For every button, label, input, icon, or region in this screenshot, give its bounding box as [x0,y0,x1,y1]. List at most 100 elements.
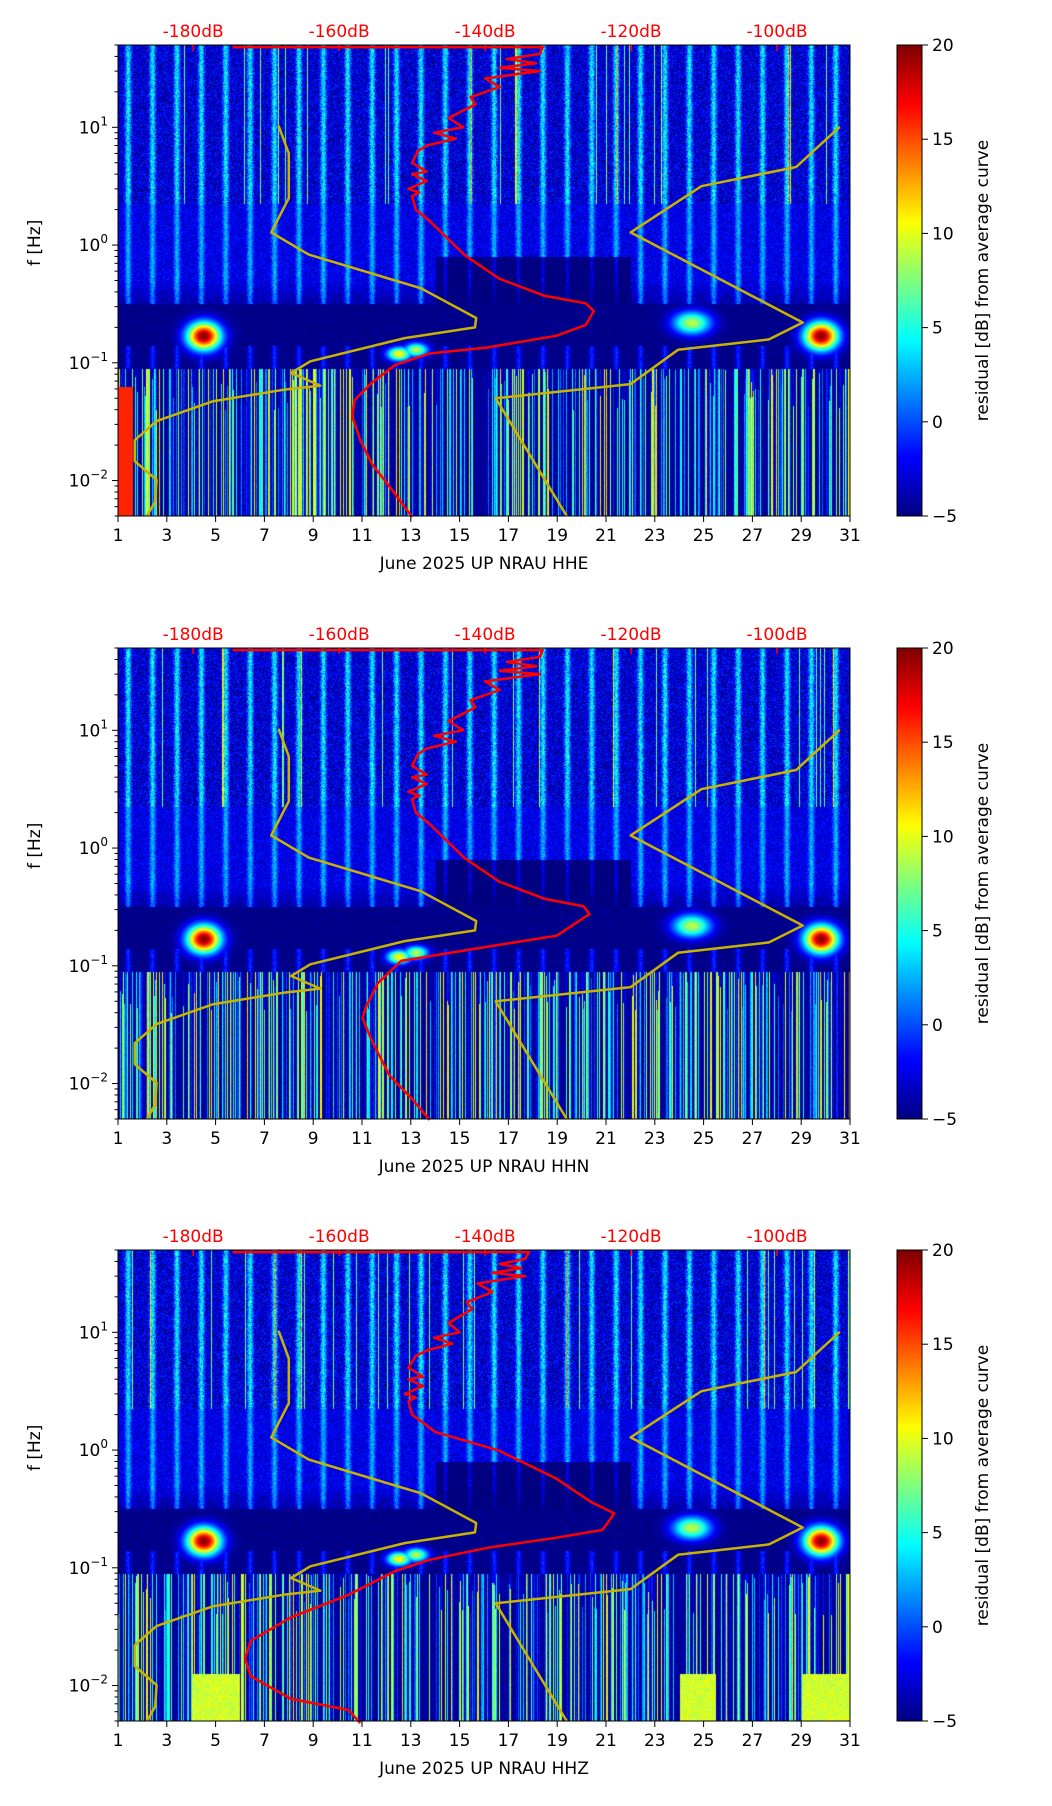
x-tick-label: 27 [742,526,764,546]
x-tick-label: 11 [351,526,373,546]
colorbar-tick-label: 10 [932,827,954,847]
x-tick-label: 9 [308,526,319,546]
x-axis-label: June 2025 UP NRAU HHE [379,554,589,574]
x-tick-label: 3 [161,1129,172,1149]
x-tick-label: 1 [113,1129,124,1149]
top-db-label: -120dB [601,625,662,645]
top-db-label: -180dB [163,625,224,645]
yellow-curve-left [133,728,478,1120]
colorbar-tick-label: −5 [932,1712,957,1732]
x-tick-label: 31 [839,1129,861,1149]
y-tick-label: 10−2 [69,468,108,492]
x-tick-label: 21 [595,1731,617,1751]
yellow-curve-left [133,1330,478,1722]
x-tick-label: 27 [742,1731,764,1751]
red-curve [232,1250,616,1724]
y-tick-label: 101 [79,717,108,741]
colorbar-tick-label: −5 [932,1110,957,1130]
x-tick-label: 27 [742,1129,764,1149]
y-tick-label: 10−1 [69,953,108,977]
colorbar-frame [896,44,923,517]
top-db-label: -140dB [455,1227,516,1247]
yellow-curve-right [494,728,841,1120]
x-tick-label: 17 [498,526,520,546]
x-tick-label: 3 [161,526,172,546]
spectrogram-hhn [118,648,850,1119]
x-tick-label: 31 [839,526,861,546]
y-axis-label: f [Hz] [25,1425,45,1471]
y-tick-label: 100 [79,232,108,256]
x-tick-label: 15 [449,526,471,546]
colorbar-tick-label: 0 [932,1618,943,1638]
colorbar-tick-label: 20 [932,639,954,659]
x-tick-label: 9 [308,1731,319,1751]
top-db-label: -120dB [601,1227,662,1247]
x-tick-label: 1 [113,1731,124,1751]
y-tick-label: 10−1 [69,350,108,374]
y-axis-label: f [Hz] [25,823,45,869]
x-tick-label: 29 [790,526,812,546]
yellow-curve-left [133,125,478,517]
colorbar-tick-label: 10 [932,1429,954,1449]
top-db-label: -100dB [746,1227,807,1247]
colorbar-tick-label: 20 [932,1241,954,1261]
y-tick-label: 100 [79,835,108,859]
yellow-curve-right [494,125,841,517]
spectrogram-hhe [118,45,850,516]
spectrogram-hhz [118,1250,850,1721]
x-tick-label: 17 [498,1731,520,1751]
colorbar-hhz [897,1250,922,1721]
x-axis-label: June 2025 UP NRAU HHZ [378,1759,589,1779]
colorbar-tick-label: 15 [932,733,954,753]
x-tick-label: 23 [644,1731,666,1751]
top-db-label: -160dB [309,22,370,42]
x-tick-label: 13 [400,526,422,546]
panel-hhe: 1 3 5 7 9 11 13 15 17 19 21 23 25 27 29 3110−210−110010… [25,22,993,574]
x-tick-label: 1 [113,526,124,546]
x-tick-label: 23 [644,526,666,546]
yellow-curve-right [494,1330,841,1722]
x-tick-label: 15 [449,1129,471,1149]
x-tick-label: 21 [595,526,617,546]
x-tick-label: 11 [351,1731,373,1751]
x-tick-label: 23 [644,1129,666,1149]
plot-frame [117,647,851,1120]
panel-hhn: 1 3 5 7 9 11 13 15 17 19 21 23 25 27 29 3110−210−110010… [25,625,993,1177]
colorbar-label: residual [dB] from average curve [973,743,993,1024]
plot-frame [117,1249,851,1722]
colorbar-tick-label: −5 [932,507,957,527]
top-db-label: -100dB [746,22,807,42]
colorbar-label: residual [dB] from average curve [973,1345,993,1626]
red-curve [232,45,596,518]
colorbar-frame [896,647,923,1120]
x-tick-label: 5 [210,526,221,546]
plot-frame [117,44,851,517]
x-tick-label: 7 [259,1129,270,1149]
x-tick-label: 13 [400,1731,422,1751]
x-tick-label: 5 [210,1129,221,1149]
x-tick-label: 7 [259,526,270,546]
colorbar-frame [896,1249,923,1722]
top-db-label: -140dB [455,625,516,645]
colorbar-label: residual [dB] from average curve [973,140,993,421]
colorbar-tick-label: 10 [932,224,954,244]
x-tick-label: 25 [693,1129,715,1149]
x-tick-label: 3 [161,1731,172,1751]
y-tick-label: 10−1 [69,1555,108,1579]
x-tick-label: 25 [693,526,715,546]
colorbar-tick-label: 15 [932,1335,954,1355]
x-tick-label: 25 [693,1731,715,1751]
colorbar-hhe [897,45,922,516]
colorbar-tick-label: 5 [932,922,943,942]
x-tick-label: 11 [351,1129,373,1149]
x-tick-label: 21 [595,1129,617,1149]
colorbar-tick-label: 5 [932,319,943,339]
y-tick-label: 10−2 [69,1673,108,1697]
top-db-label: -180dB [163,1227,224,1247]
colorbar-tick-label: 0 [932,413,943,433]
colorbar-tick-label: 20 [932,36,954,56]
y-tick-label: 101 [79,114,108,138]
red-curve [232,648,591,1121]
colorbar-tick-label: 0 [932,1016,943,1036]
